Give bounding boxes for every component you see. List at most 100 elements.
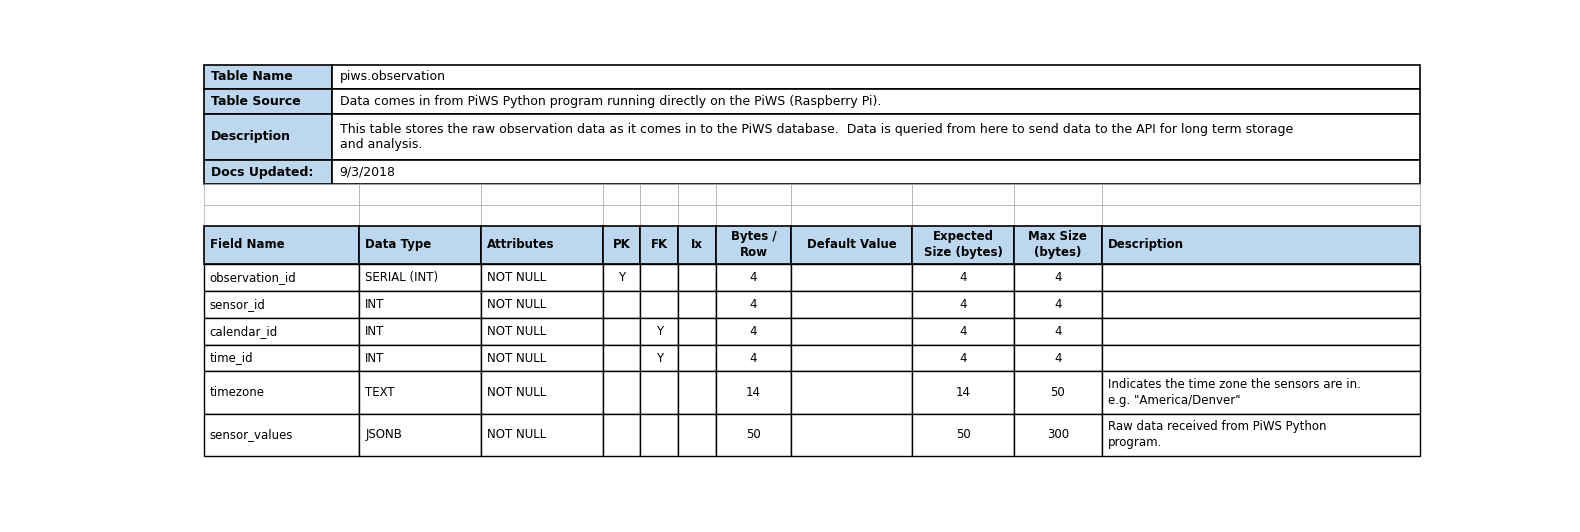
Text: Field Name: Field Name <box>210 238 284 252</box>
Bar <box>204 371 359 413</box>
Text: Attributes: Attributes <box>487 238 555 252</box>
Bar <box>602 318 640 345</box>
Bar <box>1101 264 1419 291</box>
Text: 4: 4 <box>1054 298 1062 311</box>
Text: 4: 4 <box>959 325 967 338</box>
Text: INT: INT <box>365 352 384 364</box>
Text: 14: 14 <box>746 386 762 399</box>
Bar <box>790 318 912 345</box>
Bar <box>716 318 790 345</box>
Text: Description: Description <box>1108 238 1183 252</box>
Text: observation_id: observation_id <box>210 271 297 284</box>
Text: 4: 4 <box>749 271 757 284</box>
Bar <box>790 345 912 371</box>
Text: Table Source: Table Source <box>212 95 300 108</box>
Bar <box>204 318 359 345</box>
Bar <box>204 184 359 205</box>
Bar <box>716 264 790 291</box>
Bar <box>359 205 480 226</box>
Bar <box>602 413 640 456</box>
Text: 4: 4 <box>959 271 967 284</box>
Text: 50: 50 <box>956 428 970 441</box>
Bar <box>912 205 1014 226</box>
Bar <box>480 413 602 456</box>
Text: 4: 4 <box>1054 352 1062 364</box>
Text: Expected
Size (bytes): Expected Size (bytes) <box>924 230 1002 260</box>
Bar <box>480 205 602 226</box>
Bar <box>912 226 1014 264</box>
Bar <box>1014 413 1101 456</box>
Bar <box>480 184 602 205</box>
Bar <box>716 226 790 264</box>
Text: NOT NULL: NOT NULL <box>487 271 547 284</box>
Bar <box>204 114 332 160</box>
Bar <box>480 291 602 318</box>
Bar <box>640 226 678 264</box>
Bar <box>359 371 480 413</box>
Bar <box>204 291 359 318</box>
Bar <box>332 114 1419 160</box>
Text: Default Value: Default Value <box>807 238 896 252</box>
Text: sensor_id: sensor_id <box>210 298 265 311</box>
Text: Y: Y <box>656 325 664 338</box>
Bar <box>204 226 359 264</box>
Bar <box>204 205 359 226</box>
Bar <box>602 291 640 318</box>
Bar <box>678 264 716 291</box>
Text: 4: 4 <box>959 352 967 364</box>
Bar <box>912 345 1014 371</box>
Bar <box>1101 205 1419 226</box>
Bar <box>602 264 640 291</box>
Bar <box>359 226 480 264</box>
Text: time_id: time_id <box>210 352 253 364</box>
Bar <box>790 205 912 226</box>
Bar <box>640 264 678 291</box>
Bar <box>204 345 359 371</box>
Text: INT: INT <box>365 325 384 338</box>
Text: 4: 4 <box>959 298 967 311</box>
Bar <box>678 291 716 318</box>
Bar <box>480 264 602 291</box>
Bar <box>716 345 790 371</box>
Bar <box>790 371 912 413</box>
Bar <box>359 345 480 371</box>
Bar <box>716 413 790 456</box>
Bar <box>678 345 716 371</box>
Bar <box>359 318 480 345</box>
Bar <box>1014 291 1101 318</box>
Bar <box>1014 318 1101 345</box>
Text: Docs Updated:: Docs Updated: <box>212 165 313 179</box>
Bar <box>678 205 716 226</box>
Text: NOT NULL: NOT NULL <box>487 325 547 338</box>
Bar <box>678 184 716 205</box>
Text: SERIAL (INT): SERIAL (INT) <box>365 271 438 284</box>
Bar <box>332 65 1419 89</box>
Bar <box>790 264 912 291</box>
Text: 4: 4 <box>749 325 757 338</box>
Bar <box>602 205 640 226</box>
Text: 9/3/2018: 9/3/2018 <box>340 165 395 179</box>
Bar <box>1014 264 1101 291</box>
Bar <box>912 184 1014 205</box>
Bar <box>359 184 480 205</box>
Bar <box>790 184 912 205</box>
Bar <box>359 264 480 291</box>
Bar <box>1101 413 1419 456</box>
Bar <box>480 371 602 413</box>
Bar <box>204 160 332 184</box>
Bar <box>640 291 678 318</box>
Text: 300: 300 <box>1046 428 1068 441</box>
Bar <box>678 318 716 345</box>
Bar <box>204 89 332 114</box>
Bar <box>480 318 602 345</box>
Bar <box>602 184 640 205</box>
Text: 4: 4 <box>1054 325 1062 338</box>
Bar <box>204 65 332 89</box>
Bar <box>204 413 359 456</box>
Bar <box>602 371 640 413</box>
Text: calendar_id: calendar_id <box>210 325 278 338</box>
Text: Data Type: Data Type <box>365 238 431 252</box>
Bar <box>1101 226 1419 264</box>
Bar <box>359 291 480 318</box>
Bar <box>912 413 1014 456</box>
